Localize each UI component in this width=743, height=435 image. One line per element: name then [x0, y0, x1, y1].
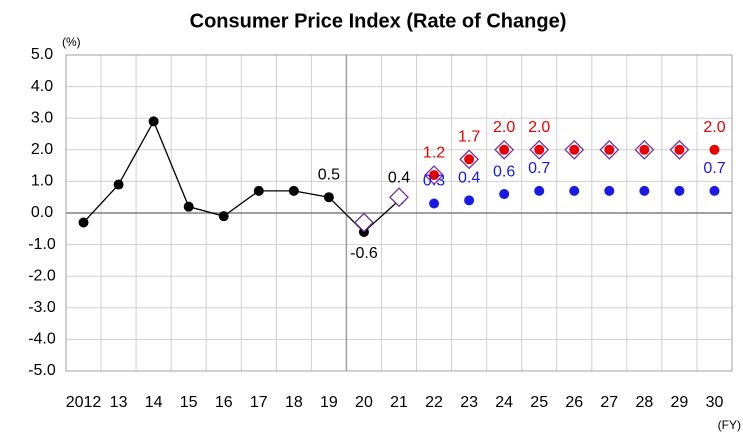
point-marker	[639, 144, 650, 155]
point-marker	[113, 179, 124, 190]
point-marker	[499, 189, 510, 200]
data-label: 2.0	[528, 119, 550, 136]
x-tick-label: 28	[635, 394, 653, 411]
diamond-marker	[389, 187, 409, 208]
chart-title: Consumer Price Index (Rate of Change)	[190, 10, 567, 32]
data-label: 1.7	[458, 128, 480, 145]
point-marker	[604, 185, 615, 196]
data-label: 0.4	[458, 170, 480, 187]
y-tick-label: 0.0	[31, 204, 53, 221]
x-tick-label: 21	[390, 394, 408, 411]
data-label: 0.6	[493, 163, 515, 180]
x-tick-label: 15	[180, 394, 198, 411]
data-label: 0.4	[388, 170, 410, 187]
x-tick-label: 24	[495, 394, 513, 411]
data-label: 0.3	[423, 173, 445, 190]
y-tick-label: 1.0	[31, 173, 53, 190]
data-label: -0.6	[350, 245, 378, 262]
point-marker	[323, 192, 334, 203]
y-tick-label: -2.0	[28, 267, 56, 284]
point-marker	[709, 144, 720, 155]
x-tick-label: 29	[671, 394, 689, 411]
point-marker	[218, 211, 229, 222]
y-tick-label: 2.0	[31, 141, 53, 158]
point-marker	[499, 144, 510, 155]
y-unit: (%)	[62, 35, 81, 49]
x-tick-label: 16	[215, 394, 233, 411]
point-marker	[534, 185, 545, 196]
data-label: 2.0	[703, 119, 725, 136]
point-marker	[78, 217, 89, 228]
diamond-marker	[354, 212, 374, 233]
point-marker	[464, 154, 475, 165]
x-tick-label: 25	[530, 394, 548, 411]
point-marker	[569, 144, 580, 155]
x-tick-label: 19	[320, 394, 338, 411]
point-marker	[288, 185, 299, 196]
x-tick-label: 20	[355, 394, 373, 411]
point-marker	[639, 185, 650, 196]
point-marker	[709, 185, 720, 196]
y-tick-label: 4.0	[31, 78, 53, 95]
y-tick-label: 5.0	[31, 46, 53, 63]
point-marker	[569, 185, 580, 196]
data-label: 0.7	[703, 160, 725, 177]
point-marker	[534, 144, 545, 155]
x-tick-label: 17	[250, 394, 268, 411]
x-tick-label: 30	[706, 394, 724, 411]
y-tick-label: -5.0	[28, 362, 56, 379]
point-marker	[429, 170, 440, 181]
data-label: 0.7	[528, 160, 550, 177]
point-marker	[148, 116, 159, 127]
data-label: 1.2	[423, 144, 445, 161]
data-label: 0.5	[318, 166, 340, 183]
plot-frame	[65, 54, 733, 372]
x-tick-label: 23	[460, 394, 478, 411]
x-tick-label: 22	[425, 394, 443, 411]
x-tick-label: 13	[110, 394, 128, 411]
y-tick-label: -4.0	[28, 331, 56, 348]
point-marker	[604, 144, 615, 155]
x-tick-label: 26	[565, 394, 583, 411]
point-marker	[183, 201, 194, 212]
data-label: 2.0	[493, 119, 515, 136]
x-tick-label: 18	[285, 394, 303, 411]
x-tick-label: 14	[145, 394, 163, 411]
point-marker	[674, 185, 685, 196]
x-tick-label: 27	[600, 394, 618, 411]
y-tick-label: 3.0	[31, 109, 53, 126]
point-marker	[429, 198, 440, 209]
x-tick-label: 2012	[66, 394, 102, 411]
point-marker	[464, 195, 475, 206]
y-tick-label: -1.0	[28, 236, 56, 253]
x-unit: (FY)	[718, 418, 741, 432]
y-tick-label: -3.0	[28, 299, 56, 316]
series-line	[83, 119, 400, 233]
point-marker	[253, 185, 264, 196]
point-marker	[674, 144, 685, 155]
